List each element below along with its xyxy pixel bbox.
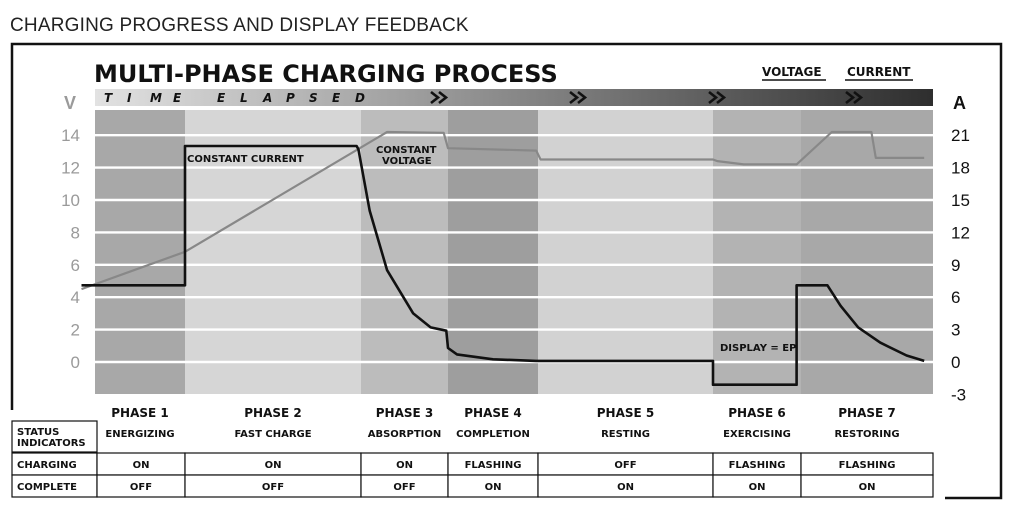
time-elapsed-letter: T bbox=[104, 91, 113, 105]
series-line-voltage bbox=[81, 130, 925, 291]
time-elapsed-letter: E bbox=[217, 91, 226, 105]
phase-label: FAST CHARGE bbox=[234, 429, 311, 440]
status-cell-value: OFF bbox=[393, 482, 415, 493]
phase-band-1 bbox=[95, 110, 185, 394]
annotation-voltage: VOLTAGE bbox=[382, 156, 432, 167]
phase-label: RESTING bbox=[601, 429, 650, 440]
y-right-tick: 0 bbox=[951, 353, 960, 372]
status-row-label: COMPLETE bbox=[17, 482, 77, 493]
time-elapsed-letter: I bbox=[127, 91, 132, 105]
status-header-cell bbox=[11, 420, 98, 453]
chevron-icon bbox=[577, 90, 588, 105]
status-cell-value: ON bbox=[396, 460, 413, 471]
phase-name: PHASE 4 bbox=[464, 406, 522, 420]
y-right-tick: 15 bbox=[951, 191, 970, 210]
phase-name: PHASE 6 bbox=[728, 406, 786, 420]
phase-name: PHASE 3 bbox=[376, 406, 434, 420]
status-header-text: INDICATORS bbox=[17, 438, 86, 449]
status-cell-value: FLASHING bbox=[729, 460, 786, 471]
time-elapsed-letter: D bbox=[355, 91, 365, 105]
y-left-tick: 6 bbox=[71, 256, 80, 275]
annotation-constant: CONSTANT bbox=[376, 145, 437, 156]
y-right-tick: 21 bbox=[951, 126, 970, 145]
phase-label: EXERCISING bbox=[723, 429, 791, 440]
status-cell-value: ON bbox=[133, 460, 150, 471]
time-elapsed-letter: M bbox=[150, 91, 162, 105]
time-elapsed-letter: P bbox=[286, 91, 295, 105]
legend-current: CURRENT bbox=[847, 65, 911, 79]
status-cell-value: FLASHING bbox=[465, 460, 522, 471]
y-right-tick: 12 bbox=[951, 223, 970, 242]
chevron-icon bbox=[845, 90, 856, 105]
table-cell bbox=[800, 474, 934, 498]
phase-band-6 bbox=[713, 110, 801, 394]
legend-voltage: VOLTAGE bbox=[762, 65, 822, 79]
y-right-tick: -3 bbox=[951, 385, 966, 404]
y-left-tick: 8 bbox=[71, 223, 80, 242]
y-left-tick: 0 bbox=[71, 353, 80, 372]
phase-band-5 bbox=[538, 110, 713, 394]
page-title: CHARGING PROGRESS AND DISPLAY FEEDBACK bbox=[10, 15, 469, 36]
time-elapsed-letter: E bbox=[173, 91, 182, 105]
phase-band-2 bbox=[185, 110, 361, 394]
status-cell-value: OFF bbox=[614, 460, 636, 471]
chevron-icon bbox=[853, 90, 864, 105]
time-elapsed-letter: A bbox=[262, 91, 272, 105]
phase-band-7 bbox=[801, 110, 933, 394]
status-cell-value: ON bbox=[859, 482, 876, 493]
chevron-icon bbox=[438, 90, 449, 105]
time-elapsed-bar bbox=[95, 89, 933, 106]
time-elapsed-letter: S bbox=[309, 91, 318, 105]
y-right-tick: 6 bbox=[951, 288, 960, 307]
phase-band-3 bbox=[361, 110, 448, 394]
chart-frame bbox=[10, 42, 1003, 500]
status-cell-value: OFF bbox=[262, 482, 284, 493]
y-left-tick: 14 bbox=[61, 126, 80, 145]
phase-name: PHASE 5 bbox=[597, 406, 655, 420]
annotation-display-ep: DISPLAY = EP bbox=[720, 343, 796, 354]
y-left-tick: 2 bbox=[71, 321, 80, 340]
time-elapsed-letter: E bbox=[332, 91, 341, 105]
phase-label: ABSORPTION bbox=[368, 429, 442, 440]
phase-name: PHASE 2 bbox=[244, 406, 302, 420]
y-left-tick: 12 bbox=[61, 159, 80, 178]
time-elapsed-letter: L bbox=[240, 91, 248, 105]
phase-name: PHASE 1 bbox=[111, 406, 169, 420]
phase-label: RESTORING bbox=[834, 429, 899, 440]
phase-band-4 bbox=[448, 110, 538, 394]
status-cell-value: ON bbox=[749, 482, 766, 493]
status-header-text: STATUS bbox=[17, 427, 59, 438]
y-left-tick: 10 bbox=[61, 191, 80, 210]
y-right-unit: A bbox=[953, 93, 966, 113]
series-line-current bbox=[81, 144, 925, 387]
phase-name: PHASE 7 bbox=[838, 406, 896, 420]
y-left-unit: V bbox=[64, 93, 76, 113]
chart-title: MULTI-PHASE CHARGING PROCESS bbox=[94, 60, 558, 88]
phase-label: ENERGIZING bbox=[105, 429, 174, 440]
phase-label: COMPLETION bbox=[456, 429, 530, 440]
chevron-icon bbox=[708, 90, 719, 105]
status-cell-value: ON bbox=[485, 482, 502, 493]
annotation-constant-current: CONSTANT CURRENT bbox=[187, 154, 304, 165]
status-cell-value: ON bbox=[617, 482, 634, 493]
chevron-icon bbox=[716, 90, 727, 105]
y-right-tick: 18 bbox=[951, 159, 970, 178]
chevron-icon bbox=[569, 90, 580, 105]
chevron-icon bbox=[430, 90, 441, 105]
y-right-tick: 9 bbox=[951, 256, 960, 275]
y-right-tick: 3 bbox=[951, 321, 960, 340]
status-cell-value: FLASHING bbox=[839, 460, 896, 471]
status-row-label: CHARGING bbox=[17, 460, 77, 471]
status-cell-value: ON bbox=[265, 460, 282, 471]
y-left-tick: 4 bbox=[71, 288, 80, 307]
status-cell-value: OFF bbox=[130, 482, 152, 493]
